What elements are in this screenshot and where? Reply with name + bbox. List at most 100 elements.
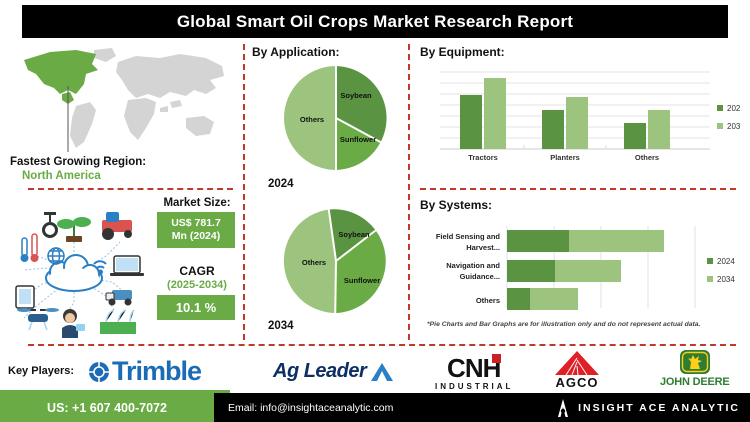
footer-phone-block[interactable]: US: +1 607 400-7072 <box>0 393 214 422</box>
equipment-category-tractors: Tractors <box>468 153 498 162</box>
thermometer-icon <box>20 233 39 262</box>
market-size-unit: Mn (2024) <box>171 230 221 242</box>
map-australia <box>186 116 214 136</box>
pie-label-others-2024: Others <box>300 115 324 124</box>
laptop-icon <box>110 255 144 276</box>
systems-category-field-line2: Harvest... <box>466 243 500 252</box>
map-eurasia <box>116 54 224 98</box>
footer-email-block[interactable]: Email: info@insightaceanalytic.com <box>228 393 393 422</box>
market-size-value: US$ 781.7 Mn (2024) <box>157 212 235 248</box>
cagr-period: (2025-2034) <box>167 279 227 291</box>
farmer-icon <box>62 309 85 338</box>
map-north-america-highlight <box>24 50 98 94</box>
insight-ace-logo-icon <box>558 398 569 417</box>
pie-label-others-2034: Others <box>302 258 326 267</box>
systems-bar-chart: Field Sensing and Harvest... Navigation … <box>412 222 740 327</box>
bar-planters-2034 <box>566 97 588 149</box>
sysbar-navigation-2034 <box>555 260 621 282</box>
equipment-legend-2024: 2024 <box>727 104 740 113</box>
pie-slice-soybean-2024 <box>336 66 387 143</box>
equipment-legend: 2024 2034 <box>717 104 745 131</box>
fastest-growing-region-value: North America <box>22 170 101 182</box>
cnh-red-dot-icon <box>492 354 502 363</box>
footer-brand-block: INSIGHT ACE ANALYTIC <box>556 393 740 422</box>
cagr-value: 10.1 % <box>157 295 235 320</box>
systems-legend-2024: 2024 <box>717 257 735 266</box>
market-size-label: Market Size: <box>163 197 231 209</box>
pie-slice-soybean-2034 <box>328 209 376 261</box>
pie-slice-others-2024 <box>284 66 336 170</box>
key-players-label: Key Players: <box>8 365 75 377</box>
irrigation-icon <box>100 309 136 334</box>
cagr-percent: 10.1 % <box>175 300 217 315</box>
pie-chart-2034: Soybean Sunflower Others <box>280 205 392 322</box>
cagr-label: CAGR <box>179 264 215 278</box>
globe-icon <box>47 247 65 265</box>
divider-horizontal-bottom <box>28 344 736 346</box>
footer-email: Email: info@insightaceanalytic.com <box>228 401 394 414</box>
ag-leader-mark-icon <box>371 362 394 381</box>
equipment-bar-chart: Tractors Planters Others 2024 2034 <box>420 62 745 177</box>
map-greenland <box>94 48 116 62</box>
divider-vertical-right <box>408 44 410 340</box>
gauge-icon <box>42 212 58 238</box>
pie-slice-others-2034 <box>283 209 336 314</box>
plant-icon <box>57 217 91 242</box>
bar-others-2034 <box>648 110 670 149</box>
truck-icon <box>105 290 132 306</box>
sysbar-field-2034 <box>569 230 664 252</box>
page-title: Global Smart Oil Crops Market Research R… <box>176 11 574 31</box>
trimble-globe-icon <box>89 361 109 382</box>
divider-horizontal-right <box>420 188 736 190</box>
tractor-icon <box>102 212 132 240</box>
footer-accent-rule <box>0 390 230 393</box>
section-title-systems: By Systems: <box>420 198 493 212</box>
map-africa <box>124 98 156 140</box>
pie-slice-sunflower-2024 <box>336 118 381 170</box>
pie-slice-sunflower-2034 <box>335 230 386 314</box>
cnh-wordmark: CNH <box>447 353 501 383</box>
chart-disclaimer: *Pie Charts and Bar Graphs are for illus… <box>427 321 701 328</box>
bar-tractors-2024 <box>460 95 482 149</box>
systems-category-navigation-line2: Guidance... <box>460 272 500 281</box>
divider-vertical-left <box>243 44 245 340</box>
systems-category-others: Others <box>476 296 500 305</box>
logo-ag-leader[interactable]: Ag Leader <box>273 360 395 383</box>
divider-horizontal-left <box>28 188 233 190</box>
pie-label-soybean-2034: Soybean <box>338 230 370 239</box>
pie-year-2034: 2034 <box>268 320 294 332</box>
john-deere-deer-icon <box>679 350 710 374</box>
sysbar-others-2034 <box>530 288 578 310</box>
footer-bar: US: +1 607 400-7072 Email: info@insighta… <box>0 393 750 422</box>
systems-legend: 2024 2034 <box>707 257 735 284</box>
bar-others-2024 <box>624 123 646 149</box>
logo-trimble[interactable]: Trimble <box>88 356 202 387</box>
equipment-category-planters: Planters <box>550 153 580 162</box>
systems-legend-2034: 2034 <box>717 275 735 284</box>
market-size-amount: US$ 781.7 <box>171 217 221 229</box>
drone-icon <box>17 308 59 331</box>
agco-wordmark: AGCO <box>555 375 599 390</box>
sysbar-others-2024 <box>507 288 530 310</box>
header-bar: Global Smart Oil Crops Market Research R… <box>22 5 728 38</box>
map-islands <box>160 100 182 112</box>
footer-phone: US: +1 607 400-7072 <box>47 400 167 415</box>
bar-tractors-2034 <box>484 78 506 149</box>
map-south-america <box>70 102 96 148</box>
section-title-equipment: By Equipment: <box>420 45 505 59</box>
world-map <box>10 44 238 154</box>
logo-agco[interactable]: AGCO <box>554 350 600 390</box>
cnh-subtext: INDUSTRIAL <box>435 382 514 391</box>
fastest-growing-region-label: Fastest Growing Region: <box>10 156 147 168</box>
pie-year-2024: 2024 <box>268 178 294 190</box>
logo-cnh-industrial[interactable]: CNH INDUSTRIAL <box>435 353 513 391</box>
equipment-category-others: Others <box>635 153 659 162</box>
pie-chart-2024: Soybean Sunflower Others <box>280 62 392 179</box>
section-title-application: By Application: <box>252 45 340 59</box>
wifi-icon <box>93 260 107 275</box>
john-deere-wordmark: JOHN DEERE <box>660 376 730 388</box>
smart-agriculture-illustration <box>2 198 147 338</box>
logo-john-deere[interactable]: JOHN DEERE <box>660 349 730 388</box>
sysbar-navigation-2024 <box>507 260 555 282</box>
